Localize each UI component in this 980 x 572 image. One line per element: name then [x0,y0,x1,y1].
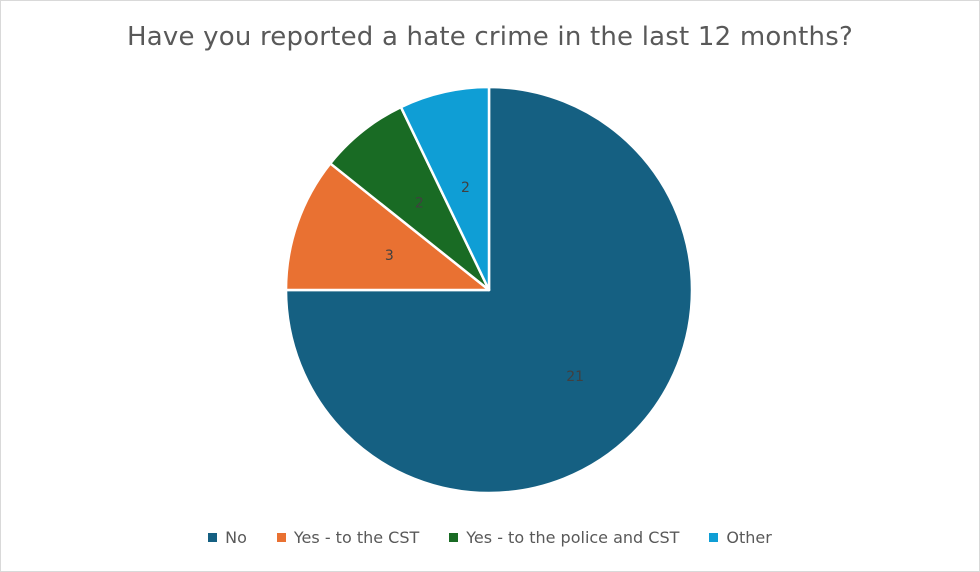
pie-slice-yes-cst [284,162,491,292]
data-label-yes-cst: 3 [385,248,394,264]
chart-legend: No Yes - to the CST Yes - to the police … [0,528,980,547]
pie-slices [284,85,694,495]
chart-title: Have you reported a hate crime in the la… [127,22,853,52]
legend-label-no: No [225,528,247,547]
data-label-yes-police-cst: 2 [415,196,424,212]
data-label-no: 21 [566,369,584,385]
legend-item-other: Other [709,528,772,547]
legend-swatch-yes-cst [276,533,286,542]
legend-swatch-no [208,533,218,542]
legend-item-no: No [208,528,247,547]
legend-label-yes-police-cst: Yes - to the police and CST [466,528,680,547]
legend-label-yes-cst: Yes - to the CST [293,528,420,547]
pie-slice-other [399,85,491,292]
legend-label-other: Other [726,528,772,547]
legend-swatch-yes-police-cst [449,533,459,542]
pie-data-labels: 21 3 2 2 [385,180,584,385]
legend-swatch-other [709,533,719,542]
data-label-other: 2 [461,180,470,196]
legend-item-yes-cst: Yes - to the CST [276,528,420,547]
legend-item-yes-police-cst: Yes - to the police and CST [449,528,679,547]
